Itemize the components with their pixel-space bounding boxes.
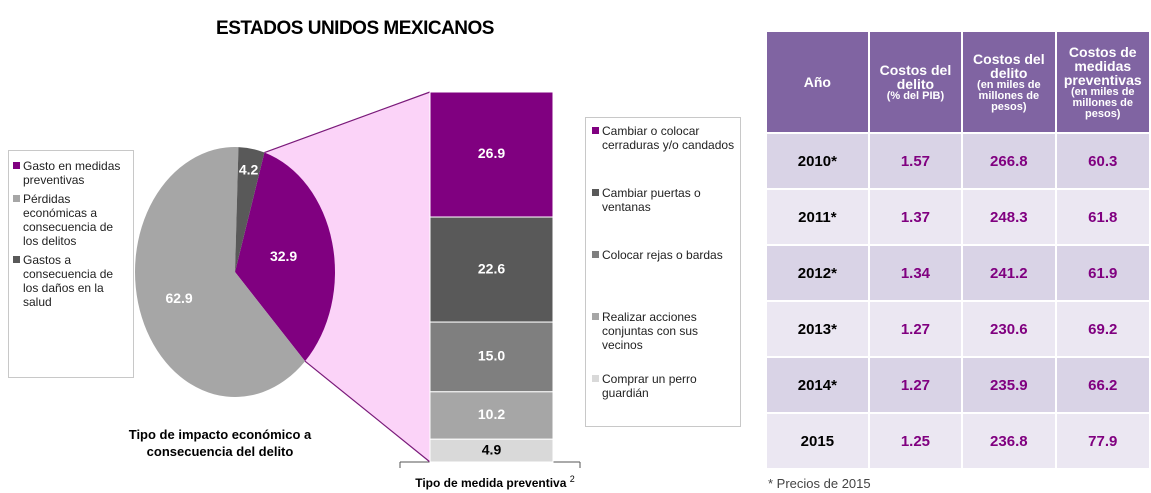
bar-legend: Cambiar o colocar cerraduras y/o candado…	[585, 117, 741, 427]
legend-item: Gastos a consecuencia de los daños en la…	[13, 253, 131, 309]
bar-value-label: 10.2	[478, 406, 505, 422]
table-cell: 1.34	[867, 244, 964, 302]
table-cell: 1.27	[867, 300, 964, 358]
table-cell: 266.8	[961, 132, 1057, 190]
bar-segment	[429, 438, 554, 463]
table-cell: 2015	[765, 412, 870, 470]
legend-item: Pérdidas económicas a consecuencia de lo…	[13, 192, 131, 248]
column-header: Costos del delito (en miles de millones d…	[961, 30, 1057, 134]
legend-label: Pérdidas económicas a consecuencia de lo…	[23, 192, 114, 248]
legend-swatch	[592, 127, 599, 134]
legend-label: Colocar rejas o bardas	[602, 248, 723, 262]
pie-legend: Gasto en medidas preventivas Pérdidas eco…	[8, 150, 134, 378]
column-subtitle: (en miles de millones de pesos)	[1070, 85, 1135, 120]
bar-segment	[429, 391, 554, 440]
column-title: Costos de medidas preventivas	[1063, 43, 1142, 88]
legend-swatch	[13, 195, 20, 202]
chart: 32.9 62.9 4.2 26.9 22.6 15.0 10.2 4.9	[134, 91, 581, 468]
bar-caption-note: 2	[569, 474, 575, 484]
legend-label: Gastos a consecuencia de los daños en la…	[23, 253, 114, 309]
table-cell: 2013*	[765, 300, 870, 358]
table-cell: 236.8	[961, 412, 1057, 470]
column-title: Año	[803, 74, 831, 90]
legend-label: Cambiar puertas o ventanas	[602, 186, 701, 214]
table-cell: 69.2	[1054, 300, 1151, 358]
table-row: 2015 1.25 236.8 77.9	[765, 412, 1151, 470]
pie-slice	[134, 147, 306, 397]
table-cell: 2012*	[765, 244, 870, 302]
table-row: 2012* 1.34 241.2 61.9	[765, 244, 1151, 302]
table-cell: 66.2	[1054, 356, 1151, 414]
legend-swatch	[592, 313, 599, 320]
column-subtitle: (en miles de millones de pesos)	[977, 78, 1041, 113]
table-cell: 60.3	[1054, 132, 1151, 190]
column-title: Costos del delito	[973, 50, 1045, 81]
bar-caption: Tipo de medida preventiva 2	[395, 471, 595, 492]
legend-label: Comprar un perro guardián	[602, 372, 697, 400]
pie-value-label: 4.2	[239, 162, 259, 178]
table-cell: 248.3	[961, 188, 1057, 246]
bar-segment	[429, 321, 554, 393]
legend-swatch	[13, 256, 20, 263]
legend-swatch	[592, 375, 599, 382]
legend-item: Comprar un perro guardián	[592, 372, 736, 434]
pie-value-label: 62.9	[165, 290, 192, 306]
bar-caption-text: Tipo de medida preventiva	[415, 476, 567, 490]
table-cell: 241.2	[961, 244, 1057, 302]
header-row: Año Costos del delito (% del PIB) Costos de…	[765, 30, 1151, 134]
column-header: Año	[765, 30, 870, 134]
table-cell: 235.9	[961, 356, 1057, 414]
column-header: Costos de medidas preventivas (en miles d…	[1054, 30, 1151, 134]
table-row: 2013* 1.27 230.6 69.2	[765, 300, 1151, 358]
pie	[134, 147, 335, 397]
table-cell: 230.6	[961, 300, 1057, 358]
connector-line	[304, 360, 431, 463]
table-cell: 77.9	[1054, 412, 1151, 470]
legend-swatch	[592, 189, 599, 196]
table-cell: 2014*	[765, 356, 870, 414]
bar-value-label: 26.9	[478, 145, 505, 161]
legend-label: Realizar acciones conjuntas con sus veci…	[602, 310, 699, 352]
pie-slice	[235, 152, 335, 362]
table-body: 2010* 1.57 266.8 60.3 2011* 1.37 248.3 61.8 2012…	[765, 132, 1151, 470]
table-cell: 1.25	[867, 412, 964, 470]
legend-item: Gasto en medidas preventivas	[13, 159, 131, 187]
table-cell: 61.9	[1054, 244, 1151, 302]
column-subtitle: (% del PIB)	[886, 89, 945, 102]
table-cell: 1.27	[867, 356, 964, 414]
bar-value-label: 22.6	[478, 260, 505, 276]
pie-value-label: 32.9	[270, 248, 297, 264]
legend-item: Realizar acciones conjuntas con sus veci…	[592, 310, 736, 372]
table-cell: 1.57	[867, 132, 964, 190]
table-cell: 1.37	[867, 188, 964, 246]
table-cell: 61.8	[1054, 188, 1151, 246]
legend-label: Cambiar o colocar cerraduras y/o candado…	[602, 124, 735, 152]
bar-value-label: 15.0	[478, 348, 505, 364]
table-row: 2011* 1.37 248.3 61.8	[765, 188, 1151, 246]
bar-segment	[429, 216, 554, 323]
table-row: 2010* 1.57 266.8 60.3	[765, 132, 1151, 190]
connector-line	[264, 91, 431, 154]
table-cell: 2010*	[765, 132, 870, 190]
bar-segment	[429, 91, 554, 218]
footnote: * Precios de 2015	[768, 476, 871, 491]
legend-swatch	[592, 251, 599, 258]
column-header: Costos del delito (% del PIB)	[867, 30, 964, 134]
legend-label: Gasto en medidas preventivas	[23, 159, 121, 187]
pie-caption: Tipo de impacto económico a consecuencia…	[128, 427, 312, 459]
column-title: Costos del delito	[879, 61, 952, 92]
table-row: 2014* 1.27 235.9 66.2	[765, 356, 1151, 414]
legend-swatch	[13, 162, 20, 169]
legend-item: Cambiar puertas o ventanas	[592, 186, 736, 248]
table-cell: 2011*	[765, 188, 870, 246]
legend-item: Cambiar o colocar cerraduras y/o candado…	[592, 124, 736, 186]
legend-item: Colocar rejas o bardas	[592, 248, 736, 310]
bar-value-label: 4.9	[482, 441, 502, 457]
pie-slice	[235, 147, 265, 272]
page-title: ESTADOS UNIDOS MEXICANOS	[216, 18, 494, 39]
data-table: Año Costos del delito (% del PIB) Costos de…	[765, 30, 1151, 470]
